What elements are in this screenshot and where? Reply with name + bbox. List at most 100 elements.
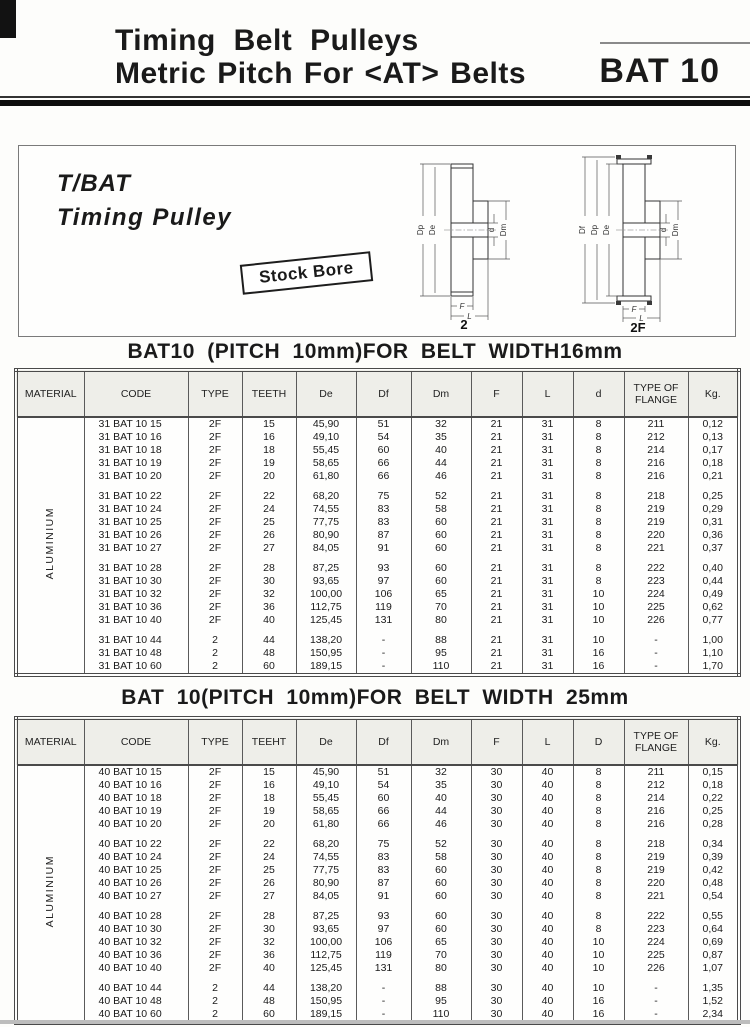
cell: 31 [521,542,574,555]
cell [241,903,297,910]
cell: 31 [521,503,574,516]
column-header: F [470,717,523,766]
cell: 31 [521,457,574,470]
cell: 2F [187,792,243,805]
cell: 2F [187,910,243,923]
cell: 61,80 [295,818,357,831]
cell: 0,28 [687,818,740,831]
cell: 212 [623,779,689,792]
page-bottom-edge [0,1020,750,1024]
cell [295,903,357,910]
cell [187,831,243,838]
cell: 25 [241,516,297,529]
cell: 25 [241,864,297,877]
cell: 2F [187,765,243,779]
table-row: 31 BAT 10 40 2F 40 125,45 131 80 21 31 10 226 0,77 [16,614,740,627]
cell: 100,00 [295,588,357,601]
cell: 0,25 [687,805,740,818]
cell: 1,52 [687,995,740,1008]
cell: 211 [623,417,689,431]
cell [623,903,689,910]
table-row: 40 BAT 10 40 2F 40 125,45 131 80 30 40 10 226 1,07 [16,962,740,975]
cell: 36 [241,601,297,614]
cell: 2 [187,995,243,1008]
cell: - [623,660,689,675]
cell: 0,54 [687,890,740,903]
cell: 60 [355,444,412,457]
cell: 221 [623,890,689,903]
cell: 60 [410,877,472,890]
cell [83,555,189,562]
cell: 52 [410,490,472,503]
cell: 27 [241,890,297,903]
cell: 8 [572,470,625,483]
cell: 110 [410,1008,472,1023]
cell [521,555,574,562]
cell [521,903,574,910]
cell: 10 [572,588,625,601]
cell: 68,20 [295,838,357,851]
cell [687,555,740,562]
cell [187,903,243,910]
cell: 0,13 [687,431,740,444]
cell: - [355,982,412,995]
cell: 40 [521,838,574,851]
cell: 31 BAT 10 22 [83,490,189,503]
cell: 2F [187,457,243,470]
cell: 31 BAT 10 28 [83,562,189,575]
cell: 224 [623,588,689,601]
cell: 0,34 [687,838,740,851]
cell: 30 [470,949,523,962]
cell: - [355,647,412,660]
cell: 97 [355,923,412,936]
cell: 40 [521,890,574,903]
cell: 106 [355,936,412,949]
cell: 40 [521,877,574,890]
column-header: TEEHT [241,717,297,766]
cell: 61,80 [295,470,357,483]
table-row: 31 BAT 10 36 2F 36 112,75 119 70 21 31 10 225 0,62 [16,601,740,614]
cell: 70 [410,601,472,614]
cell: 31 [521,562,574,575]
cell: 31 BAT 10 19 [83,457,189,470]
cell: 138,20 [295,982,357,995]
cell: 40 BAT 10 22 [83,838,189,851]
cell: 31 BAT 10 15 [83,417,189,431]
cell: 125,45 [295,962,357,975]
cell: 31 [521,431,574,444]
cell: - [623,647,689,660]
column-header: De [295,717,357,766]
cell: 30 [241,575,297,588]
cell: 8 [572,516,625,529]
pulley-table-25mm: MATERIAL CODE TYPE TEEHT De Df Dm F L D TYPE OF FL… [14,716,741,1025]
column-header: TYPE [187,369,243,418]
table-row: 40 BAT 10 26 2F 26 80,90 87 60 30 40 8 220 0,48 [16,877,740,890]
cell: - [623,634,689,647]
dim-label-df: Df [578,225,587,234]
cell: 58,65 [295,457,357,470]
cell: 0,22 [687,792,740,805]
cell: 21 [470,647,523,660]
cell: 2F [187,417,243,431]
cell: 8 [572,851,625,864]
cell: 40 BAT 10 30 [83,923,189,936]
cell: 31 BAT 10 24 [83,503,189,516]
cell: - [623,995,689,1008]
cell: 54 [355,779,412,792]
cell: 28 [241,562,297,575]
product-type: Timing Pulley [57,204,233,231]
cell: 83 [355,864,412,877]
cell [241,975,297,982]
cell: 10 [572,936,625,949]
cell [241,627,297,634]
cell: 2F [187,936,243,949]
cell [521,975,574,982]
cell: 77,75 [295,864,357,877]
cell: 150,95 [295,647,357,660]
cell [187,483,243,490]
cell: 31 [521,444,574,457]
cell: 60 [410,864,472,877]
header-rule-thick [0,100,750,106]
cell: 74,55 [295,851,357,864]
